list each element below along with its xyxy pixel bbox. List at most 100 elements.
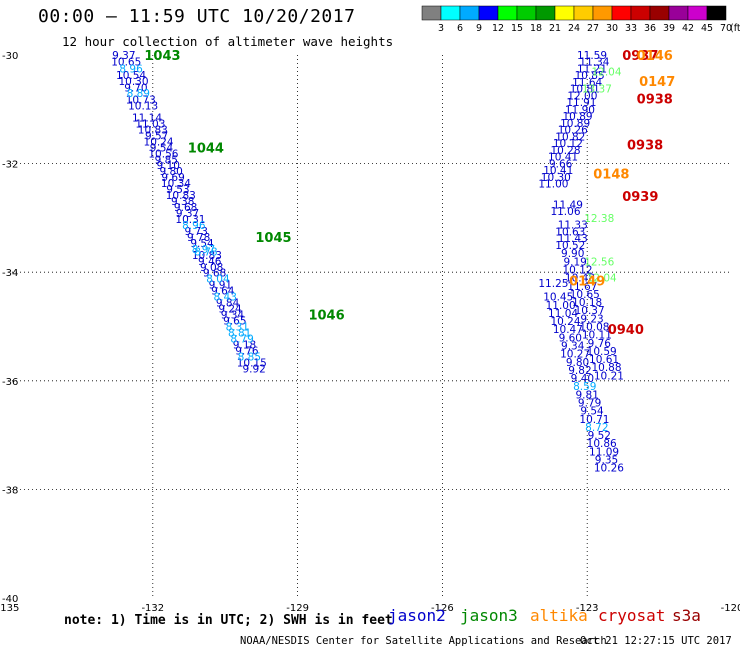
wave-height-label: 10.41 — [543, 165, 573, 177]
wave-height-label: 10.11 — [582, 330, 612, 342]
x-tick-label: -135 — [0, 603, 19, 614]
wave-height-label: 10.15 — [237, 357, 267, 369]
wave-height-label: 10.54 — [116, 70, 146, 82]
wave-height-label: 9.35 — [595, 455, 618, 467]
wave-height-label: 9.34 — [221, 310, 245, 322]
wave-height-label: 8.79 — [230, 333, 253, 345]
wave-height-label: 8.81 — [228, 327, 251, 339]
time-label: 1045 — [255, 231, 291, 246]
color-scale-label: 36 — [644, 23, 656, 34]
color-scale-unit: (ft) — [730, 23, 740, 34]
wave-height-label: 9.78 — [187, 232, 210, 244]
wave-height-label: 10.48 — [565, 273, 595, 285]
wave-height-label: 10.65 — [111, 57, 141, 69]
wave-height-label: 9.24 — [218, 304, 242, 316]
wave-height-label: 10.85 — [575, 70, 605, 82]
color-scale-label: 27 — [587, 23, 599, 34]
wave-height-label: 10.34 — [161, 178, 191, 190]
time-label: 0940 — [608, 323, 644, 338]
wave-height-label: 9.73 — [185, 226, 208, 238]
x-tick-label: -129 — [286, 603, 309, 614]
color-scale-swatch — [611, 5, 632, 21]
wave-height-label: 11.09 — [589, 446, 619, 458]
wave-height-label: 11.33 — [558, 219, 588, 231]
color-scale-label: 42 — [682, 23, 694, 34]
wave-height-label: 9.54 — [190, 238, 214, 250]
wave-height-label: 13.37 — [582, 84, 612, 96]
x-tick-label: -126 — [431, 603, 454, 614]
wave-height-label: 10.89 — [563, 111, 593, 123]
wave-height-label: 10.89 — [560, 118, 590, 130]
wave-height-label: 9.34 — [561, 341, 585, 353]
wave-height-label: 10.45 — [543, 292, 573, 304]
wave-height-label: 9.60 — [559, 332, 582, 344]
legend-jason3: jason3 — [460, 606, 518, 625]
wave-height-label: 8.31 — [226, 322, 249, 334]
wave-height-label: 10.61 — [589, 354, 619, 366]
wave-height-label: 10.08 — [579, 322, 609, 334]
color-scale-label: 45 — [701, 23, 713, 34]
y-tick-label: -30 — [2, 51, 18, 62]
wave-height-label: 8.78 — [194, 247, 217, 259]
time-label: 0939 — [622, 190, 658, 205]
color-scale-swatch — [440, 5, 461, 21]
wave-height-label: 9.82 — [568, 365, 591, 377]
color-scale-label: 33 — [625, 23, 637, 34]
wave-height-label: 9.37 — [176, 208, 199, 220]
wave-height-label: 11.06 — [550, 206, 580, 218]
wave-height-label: 10.31 — [175, 214, 205, 226]
wave-height-label: 12.00 — [567, 91, 597, 103]
y-tick-label: -34 — [2, 268, 18, 279]
x-tick-label: -123 — [576, 603, 599, 614]
color-scale-swatch — [649, 5, 670, 21]
wave-height-label: 9.37 — [112, 50, 135, 62]
time-label: 0148 — [593, 167, 629, 182]
color-scale-swatch — [630, 5, 651, 21]
wave-height-label: 8.72 — [585, 422, 608, 434]
y-tick-label: -36 — [2, 377, 18, 388]
wave-height-label: 10.18 — [572, 297, 602, 309]
wave-height-label: 10.88 — [591, 362, 621, 374]
color-scale-swatch — [554, 5, 575, 21]
wave-height-label: 11.14 — [132, 112, 162, 124]
wave-height-label: 11.04 — [548, 308, 578, 320]
time-label: 0149 — [569, 274, 605, 289]
wave-height-label: 10.30 — [541, 172, 571, 184]
wave-height-label: 10.81 — [570, 84, 600, 96]
color-scale-swatch — [421, 5, 442, 21]
wave-height-label: 11.00 — [546, 300, 576, 312]
time-label: 0937 — [622, 49, 658, 64]
wave-height-label: 9.65 — [223, 316, 246, 328]
wave-height-label: 10.26 — [558, 124, 588, 136]
wave-height-label: 9.64 — [211, 286, 235, 298]
color-scale-swatch — [668, 5, 689, 21]
wave-height-label: 11.21 — [577, 64, 607, 76]
wave-height-label: 9.46 — [198, 256, 222, 268]
wave-height-label: 12.04 — [587, 273, 617, 285]
color-scale-swatch — [535, 5, 556, 21]
wave-height-label: 12.56 — [584, 256, 614, 268]
wave-height-label: 11.59 — [577, 50, 607, 62]
wave-height-label: 8.96 — [119, 64, 143, 76]
color-scale-swatch — [459, 5, 480, 21]
page-title: 00:00 – 11:59 UTC 10/20/2017 — [38, 6, 356, 27]
wave-height-label: 10.47 — [553, 324, 583, 336]
wave-height-label: 11.49 — [553, 199, 583, 211]
wave-height-label: 9.80 — [159, 166, 182, 178]
wave-height-label: 10.12 — [563, 264, 593, 276]
color-scale-label: 21 — [549, 23, 561, 34]
color-scale-label: 9 — [476, 23, 482, 34]
color-scale-swatch — [478, 5, 499, 21]
wave-height-label: 9.85 — [155, 154, 178, 166]
color-scale-label: 12 — [492, 23, 504, 34]
color-scale-label: 30 — [606, 23, 618, 34]
wave-height-label: 9.69 — [161, 172, 184, 184]
wave-height-label: 10.71 — [579, 414, 609, 426]
time-label: 1046 — [308, 309, 344, 324]
color-scale-label: 15 — [511, 23, 523, 34]
wave-height-label: 11.64 — [572, 77, 602, 89]
time-label: 1044 — [188, 141, 224, 156]
footer-credit: NOAA/NESDIS Center for Satellite Applica… — [240, 635, 607, 647]
color-scale-swatch — [573, 5, 594, 21]
